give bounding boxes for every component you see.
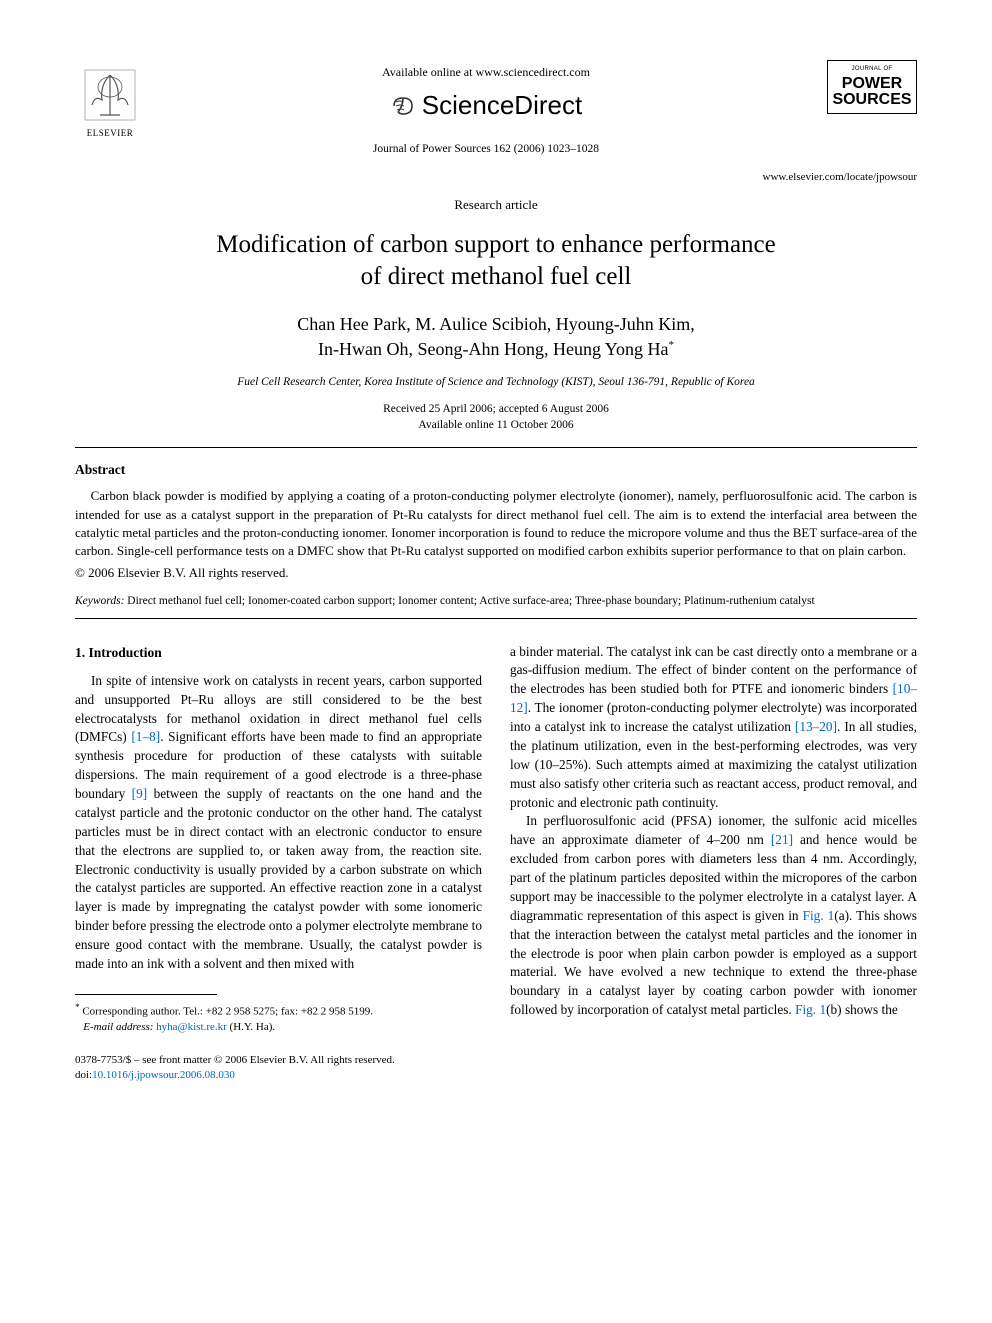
front-matter-line: 0378-7753/$ – see front matter © 2006 El… — [75, 1053, 917, 1068]
intro-paragraph-1: In spite of intensive work on catalysts … — [75, 672, 482, 974]
figure-link[interactable]: Fig. 1 — [795, 1002, 826, 1017]
journal-logo-top: JOURNAL OF — [830, 65, 914, 74]
abstract-text: Carbon black powder is modified by apply… — [75, 487, 917, 560]
reference-link[interactable]: [9] — [132, 786, 148, 801]
doi-link[interactable]: 10.1016/j.jpowsour.2006.08.030 — [92, 1069, 235, 1081]
authors-line1: Chan Hee Park, M. Aulice Scibioh, Hyoung… — [297, 314, 694, 334]
journal-logo-line2: SOURCES — [830, 92, 914, 109]
footnote-separator — [75, 994, 217, 995]
elsevier-tree-icon — [80, 65, 140, 125]
corresponding-author-line: * Corresponding author. Tel.: +82 2 958 … — [75, 1001, 482, 1020]
sciencedirect-brand: ScienceDirect — [145, 87, 827, 125]
elsevier-logo: ELSEVIER — [75, 60, 145, 140]
corresponding-mark: * — [668, 339, 674, 351]
dates: Received 25 April 2006; accepted 6 Augus… — [75, 401, 917, 433]
authors-line2: In-Hwan Oh, Seong-Ahn Hong, Heung Yong H… — [318, 339, 668, 359]
intro-paragraph-2: In perfluorosulfonic acid (PFSA) ionomer… — [510, 812, 917, 1020]
keywords-text: Direct methanol fuel cell; Ionomer-coate… — [127, 595, 814, 607]
email-link[interactable]: hyha@kist.re.kr — [156, 1021, 227, 1033]
reference-link[interactable]: [21] — [771, 832, 793, 847]
article-type: Research article — [75, 196, 917, 215]
abstract-paragraph: Carbon black powder is modified by apply… — [75, 487, 917, 560]
rule-top — [75, 447, 917, 448]
keywords: Keywords: Direct methanol fuel cell; Ion… — [75, 593, 917, 610]
elsevier-label: ELSEVIER — [87, 127, 134, 140]
footer-info: 0378-7753/$ – see front matter © 2006 El… — [75, 1053, 917, 1083]
title-line2: of direct methanol fuel cell — [361, 263, 632, 290]
journal-url[interactable]: www.elsevier.com/locate/jpowsour — [75, 170, 917, 186]
received-date: Received 25 April 2006; accepted 6 Augus… — [383, 403, 609, 415]
figure-link[interactable]: Fig. 1 — [803, 908, 835, 923]
affiliation: Fuel Cell Research Center, Korea Institu… — [75, 374, 917, 391]
rule-bottom — [75, 618, 917, 619]
sciencedirect-icon — [390, 93, 416, 119]
abstract-block: Abstract Carbon black powder is modified… — [75, 460, 917, 583]
footnote: * Corresponding author. Tel.: +82 2 958 … — [75, 1001, 482, 1035]
article-title: Modification of carbon support to enhanc… — [75, 229, 917, 294]
section-heading: 1. Introduction — [75, 643, 482, 662]
reference-link[interactable]: [1–8] — [131, 729, 160, 744]
journal-logo-block: JOURNAL OF POWER SOURCES — [827, 60, 917, 114]
intro-paragraph-1-cont: a binder material. The catalyst ink can … — [510, 643, 917, 813]
doi-line: doi:10.1016/j.jpowsour.2006.08.030 — [75, 1068, 917, 1083]
journal-citation: Journal of Power Sources 162 (2006) 1023… — [145, 141, 827, 158]
abstract-copyright: © 2006 Elsevier B.V. All rights reserved… — [75, 564, 917, 583]
header-row: ELSEVIER Available online at www.science… — [75, 60, 917, 162]
authors: Chan Hee Park, M. Aulice Scibioh, Hyoung… — [75, 312, 917, 362]
journal-logo-line1: POWER — [830, 76, 914, 93]
abstract-heading: Abstract — [75, 460, 917, 480]
sciencedirect-label: ScienceDirect — [422, 87, 582, 125]
available-date: Available online 11 October 2006 — [418, 419, 573, 431]
column-right: a binder material. The catalyst ink can … — [510, 643, 917, 1036]
reference-link[interactable]: [13–20] — [795, 719, 837, 734]
available-online-text: Available online at www.sciencedirect.co… — [145, 64, 827, 81]
keywords-label: Keywords: — [75, 595, 124, 607]
email-line: E-mail address: hyha@kist.re.kr (H.Y. Ha… — [75, 1020, 482, 1035]
center-header: Available online at www.sciencedirect.co… — [145, 60, 827, 162]
title-line1: Modification of carbon support to enhanc… — [216, 231, 776, 258]
body-columns: 1. Introduction In spite of intensive wo… — [75, 643, 917, 1036]
journal-logo: JOURNAL OF POWER SOURCES — [827, 60, 917, 114]
column-left: 1. Introduction In spite of intensive wo… — [75, 643, 482, 1036]
